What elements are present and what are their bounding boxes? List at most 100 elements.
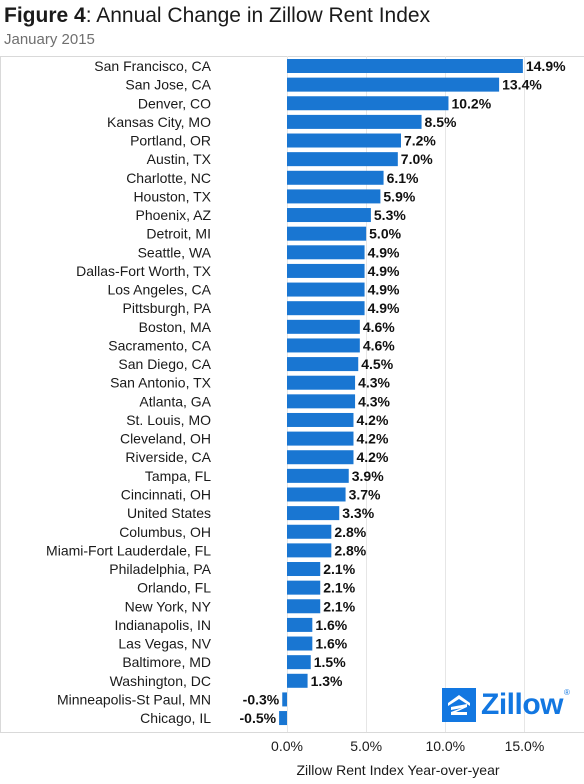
x-tick-label: 15.0%: [505, 738, 545, 754]
bar: [287, 562, 321, 577]
value-label: 2.8%: [334, 524, 366, 540]
category-label: Baltimore, MD: [122, 654, 211, 670]
category-label: Austin, TX: [147, 151, 212, 167]
category-label: Dallas-Fort Worth, TX: [76, 263, 212, 279]
bar: [287, 282, 365, 297]
category-label: Chicago, IL: [140, 710, 211, 726]
category-label: St. Louis, MO: [126, 412, 211, 428]
bar: [287, 96, 449, 111]
bar: [287, 59, 523, 73]
value-label: 14.9%: [526, 58, 566, 74]
bar: [287, 226, 367, 241]
chart-subtitle: January 2015: [4, 31, 95, 48]
value-label: 3.7%: [349, 486, 381, 502]
category-label: San Jose, CA: [125, 77, 211, 93]
bar: [287, 431, 354, 446]
bar: [287, 599, 321, 614]
value-label: 4.2%: [356, 449, 388, 465]
bar: [287, 412, 354, 427]
value-label: 5.3%: [374, 207, 406, 223]
bar-layer: [279, 59, 523, 726]
bar: [287, 673, 308, 688]
category-label: Portland, OR: [130, 133, 211, 149]
value-label: 4.3%: [358, 393, 390, 409]
category-label: Philadelphia, PA: [109, 561, 211, 577]
value-label: 4.3%: [358, 375, 390, 391]
value-label: 4.9%: [368, 244, 400, 260]
x-tick-label: 0.0%: [271, 738, 303, 754]
category-label: Washington, DC: [110, 673, 211, 689]
value-label: 4.6%: [363, 319, 395, 335]
value-label: -0.5%: [240, 710, 277, 726]
value-label: 4.9%: [368, 282, 400, 298]
category-label: New York, NY: [125, 598, 212, 614]
value-label: -0.3%: [243, 691, 280, 707]
category-label: Denver, CO: [138, 95, 211, 111]
bar: [287, 263, 365, 278]
value-label: 7.2%: [404, 133, 436, 149]
category-label: Boston, MA: [139, 319, 212, 335]
category-label: Houston, TX: [133, 188, 211, 204]
bar: [287, 375, 356, 390]
category-label: Seattle, WA: [138, 244, 212, 260]
value-label: 10.2%: [451, 95, 491, 111]
value-label: 4.9%: [368, 263, 400, 279]
value-label: 1.6%: [315, 636, 347, 652]
category-label: Detroit, MI: [146, 226, 211, 242]
bar: [287, 77, 500, 92]
bar: [287, 468, 349, 483]
x-tick-label: 5.0%: [350, 738, 382, 754]
category-label: Sacramento, CA: [108, 337, 211, 353]
category-label: United States: [127, 505, 211, 521]
bar: [279, 711, 287, 726]
bar: [287, 617, 313, 632]
zillow-logo: Zillow ®: [442, 688, 570, 722]
bar: [287, 487, 346, 502]
registered-mark: ®: [564, 688, 570, 697]
value-label: 2.1%: [323, 598, 355, 614]
bar: [287, 170, 384, 185]
x-axis-title: Zillow Rent Index Year-over-year: [296, 762, 499, 778]
category-label: San Francisco, CA: [94, 58, 211, 74]
category-label: Cleveland, OH: [120, 431, 211, 447]
bar: [287, 506, 340, 521]
figure-number: Figure 4: [4, 4, 86, 27]
category-label: Atlanta, GA: [139, 393, 211, 409]
category-label: Miami-Fort Lauderdale, FL: [46, 542, 211, 558]
chart-header: Figure 4: Annual Change in Zillow Rent I…: [4, 2, 430, 50]
category-label: San Diego, CA: [118, 356, 211, 372]
bar: [287, 394, 356, 409]
value-label: 4.2%: [356, 431, 388, 447]
bar: [287, 636, 313, 651]
category-label: Tampa, FL: [145, 468, 211, 484]
bar: [287, 208, 371, 223]
value-label: 2.1%: [323, 580, 355, 596]
value-label: 5.0%: [369, 226, 401, 242]
label-layer: San Francisco, CA 14.9% San Jose, CA 13.4% D…: [46, 58, 566, 726]
category-label: Phoenix, AZ: [136, 207, 212, 223]
bar: [287, 524, 332, 539]
bar: [287, 580, 321, 595]
value-label: 8.5%: [425, 114, 457, 130]
category-label: San Antonio, TX: [110, 375, 212, 391]
bar: [287, 655, 311, 670]
bar: [282, 692, 287, 707]
value-label: 3.3%: [342, 505, 374, 521]
bar: [287, 338, 360, 353]
value-label: 4.2%: [356, 412, 388, 428]
value-label: 2.8%: [334, 542, 366, 558]
category-label: Charlotte, NC: [126, 170, 211, 186]
value-label: 5.9%: [383, 188, 415, 204]
zillow-house-icon: [442, 688, 476, 722]
value-label: 3.9%: [352, 468, 384, 484]
title-text: : Annual Change in Zillow Rent Index: [85, 4, 431, 27]
value-label: 6.1%: [387, 170, 419, 186]
bar: [287, 301, 365, 316]
category-label: Pittsburgh, PA: [123, 300, 212, 316]
bar: [287, 450, 354, 465]
x-tick-label: 10.0%: [425, 738, 465, 754]
category-label: Columbus, OH: [119, 524, 211, 540]
value-label: 4.5%: [361, 356, 393, 372]
category-label: Kansas City, MO: [107, 114, 211, 130]
